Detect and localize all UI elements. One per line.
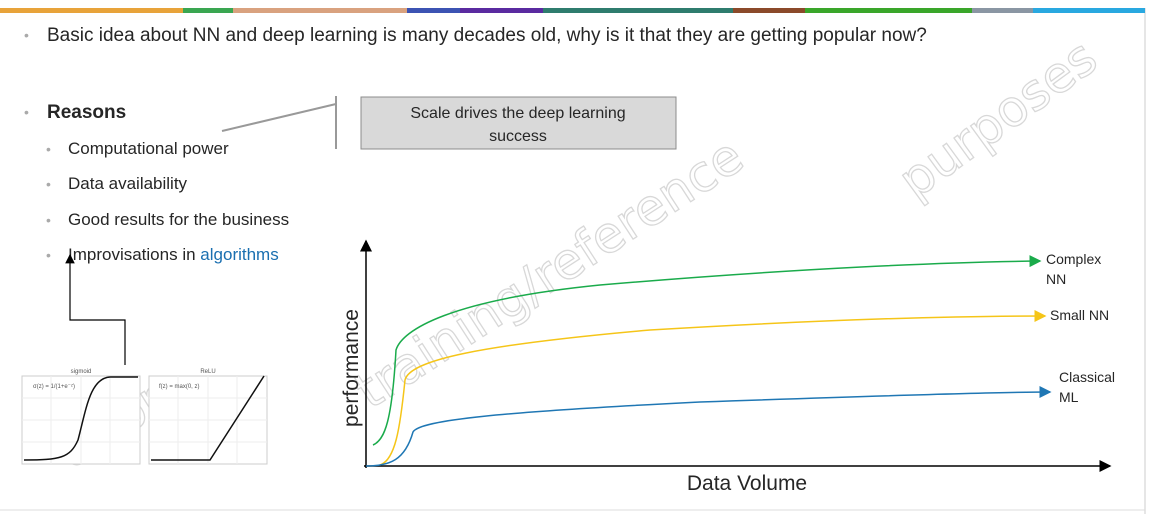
shape	[460, 8, 543, 13]
curve-label: Classical	[1059, 369, 1115, 385]
shape	[543, 8, 733, 13]
top-stripe	[0, 8, 1145, 13]
bullet-text: Basic idea about NN and deep learning is…	[47, 25, 927, 46]
plot-title: sigmoid	[71, 369, 92, 375]
sub-bullet: Improvisations in algorithms	[68, 245, 279, 264]
curve	[365, 386, 1052, 467]
watermark: purposes	[888, 28, 1108, 210]
shape	[1033, 8, 1145, 13]
sub-bullet: Computational power	[68, 139, 229, 158]
curve	[372, 255, 1042, 446]
callout-text: Scale drives the deep learning	[410, 105, 625, 122]
shape: •	[46, 247, 51, 263]
shape	[149, 376, 267, 464]
sub-bullet-text: Improvisations in	[68, 245, 196, 264]
link-text: algorithms	[200, 245, 278, 264]
callout-box	[360, 96, 677, 150]
shape: •	[24, 104, 29, 120]
shape	[233, 8, 407, 13]
sigmoid-plot: sigmoid σ(z) = 1/(1+e⁻ᶻ)	[21, 369, 141, 465]
plot-title: ReLU	[200, 369, 215, 375]
shape	[151, 375, 265, 461]
shape: •	[46, 212, 51, 228]
pointer-arrow	[65, 253, 126, 365]
callout-line	[221, 103, 337, 132]
relu-plot: ReLU f(z) = max(0, z)	[148, 369, 268, 465]
shape: •	[46, 141, 51, 157]
plot-formula: σ(z) = 1/(1+e⁻ᶻ)	[33, 384, 75, 390]
plot-formula: f(z) = max(0, z)	[159, 384, 200, 390]
shape	[733, 8, 805, 13]
x-axis-label: Data Volume	[687, 472, 807, 495]
curve-label: Complex	[1046, 251, 1101, 267]
shape	[407, 8, 460, 13]
callout-text: success	[489, 128, 547, 145]
shape	[0, 8, 183, 13]
bullet-heading: Reasons	[47, 102, 126, 123]
curves	[365, 255, 1052, 467]
shape	[183, 8, 233, 13]
shape	[972, 8, 1033, 13]
shape	[805, 8, 972, 13]
shape: •	[46, 176, 51, 192]
curve	[379, 310, 1047, 466]
shape	[23, 376, 138, 461]
shape: •	[24, 27, 29, 43]
shape	[22, 376, 140, 464]
y-axis-label: performance	[340, 309, 363, 427]
curve-label: ML	[1059, 389, 1079, 405]
sub-bullet: Data availability	[68, 174, 188, 193]
curve-label: NN	[1046, 271, 1066, 287]
curve-label: Small NN	[1050, 307, 1109, 323]
sub-bullet: Good results for the business	[68, 210, 289, 229]
